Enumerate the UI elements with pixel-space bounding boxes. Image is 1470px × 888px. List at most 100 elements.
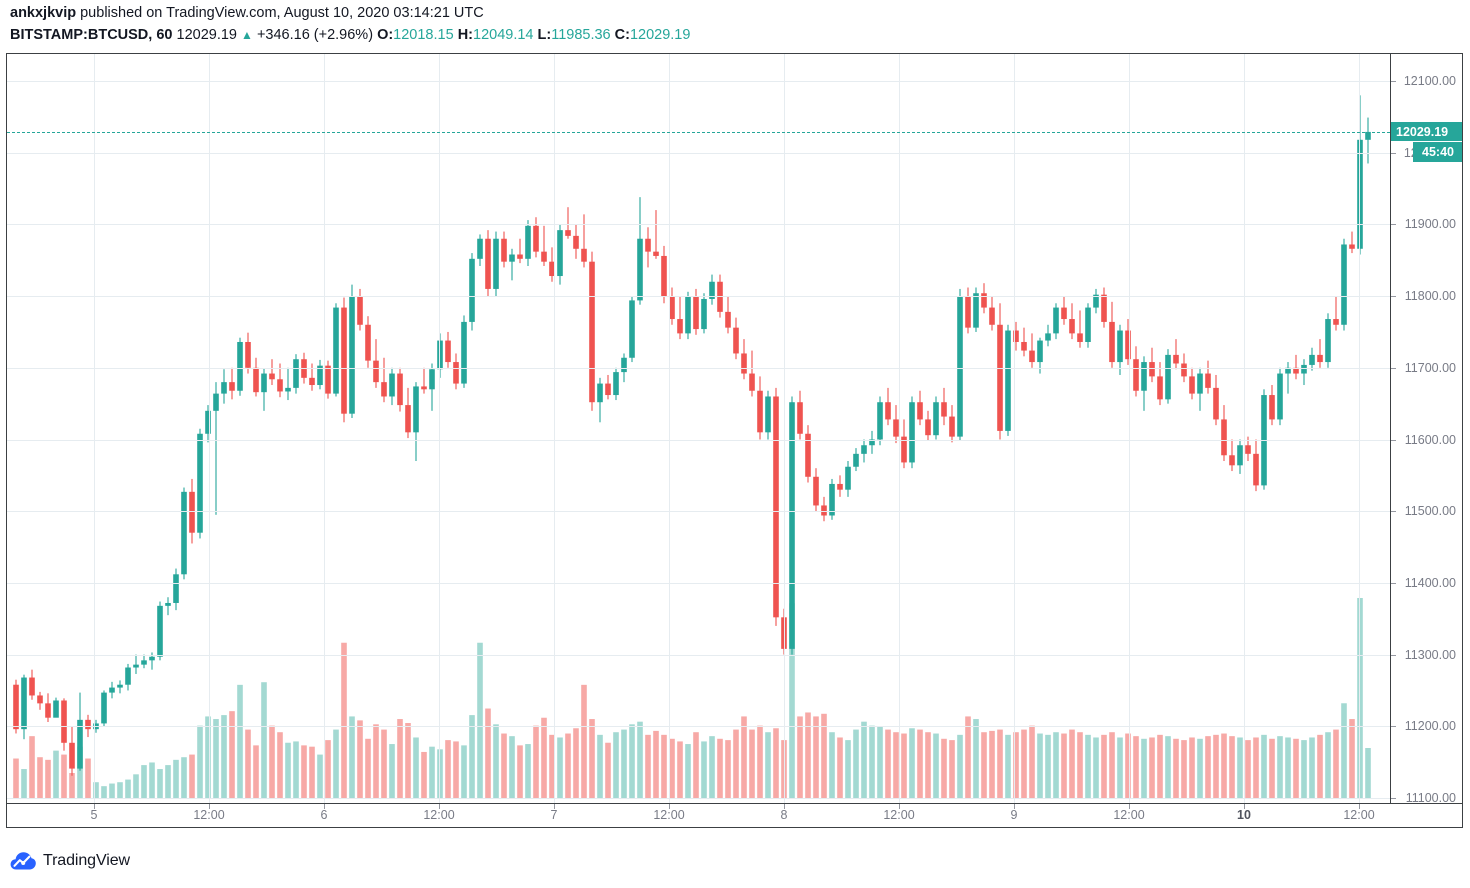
price-plot-area[interactable] [7, 54, 1390, 803]
volume-bar [1157, 734, 1163, 798]
gridline-vertical [209, 54, 210, 803]
candle-body [1285, 367, 1291, 374]
author-name: ankxjkvip [10, 5, 77, 21]
volume-bar [365, 738, 371, 798]
candle-body [285, 387, 291, 392]
high-value: 12049.14 [473, 27, 534, 43]
candle-body [1077, 333, 1083, 342]
price-axis[interactable]: 12100.0012000.0011900.0011800.0011700.00… [1390, 54, 1462, 803]
bar-countdown-badge[interactable]: 45:40 [1413, 141, 1462, 162]
volume-bar [525, 744, 531, 798]
volume-bar [165, 765, 171, 798]
gridline-vertical [1014, 54, 1015, 803]
candle-body [77, 719, 83, 769]
candle-body [1349, 244, 1355, 249]
volume-bar [1061, 733, 1067, 798]
candle-body [1053, 307, 1059, 334]
candle-body [1117, 330, 1123, 363]
candle-wick [1319, 339, 1321, 368]
candle-body [1237, 445, 1243, 466]
candle-body [461, 321, 467, 384]
volume-bar [117, 782, 123, 798]
volume-bar [221, 715, 227, 798]
candle-body [1189, 376, 1195, 394]
volume-bar [109, 783, 115, 798]
time-axis-label: 12:00 [1113, 808, 1145, 822]
main-pane[interactable]: 12100.0012000.0011900.0011800.0011700.00… [7, 54, 1462, 803]
volume-bar [205, 716, 211, 798]
volume-bar [1141, 738, 1147, 798]
candle-body [469, 258, 475, 322]
candle-body [157, 605, 163, 657]
candle-body [1069, 319, 1075, 334]
price-axis-label: 11200.00 [1404, 719, 1456, 734]
candle-body [1365, 131, 1371, 140]
candle-body [101, 692, 107, 724]
chart-frame[interactable]: 12100.0012000.0011900.0011800.0011700.00… [6, 53, 1463, 828]
candle-body [869, 439, 875, 446]
candle-wick [655, 210, 657, 259]
volume-bar [613, 732, 619, 798]
volume-bar [445, 740, 451, 798]
candle-body [13, 684, 19, 730]
volume-bar [285, 742, 291, 798]
volume-bar [837, 737, 843, 798]
gridline-vertical [1129, 54, 1130, 803]
current-price-badge[interactable]: 12029.19 [1391, 122, 1462, 142]
gridline-vertical [1359, 54, 1360, 803]
volume-bar [357, 720, 363, 798]
candle-body [989, 307, 995, 325]
volume-bar [1101, 734, 1107, 798]
candle-body [949, 416, 955, 437]
candle-body [709, 281, 715, 299]
candle-body [1165, 354, 1171, 400]
volume-bar [637, 721, 643, 798]
time-axis-label: 12:00 [883, 808, 915, 822]
candle-body [261, 373, 267, 393]
candle-body [1157, 376, 1163, 400]
volume-bar [277, 732, 283, 798]
candle-body [901, 436, 907, 463]
time-tick-mark [784, 804, 785, 809]
candle-wick [423, 367, 425, 394]
volume-bar [693, 732, 699, 798]
candle-body [493, 238, 499, 289]
candle-body [109, 687, 115, 693]
candle-body [589, 261, 595, 403]
candle-body [1245, 445, 1251, 454]
volume-bar [485, 708, 491, 798]
publish-info: published on TradingView.com, August 10,… [76, 5, 484, 21]
candle-body [245, 341, 251, 368]
candle-body [741, 353, 747, 374]
volume-bar [197, 725, 203, 798]
volume-bar [725, 740, 731, 798]
candle-body [1037, 340, 1043, 363]
volume-bar [669, 738, 675, 798]
time-axis[interactable]: 5 12:00 6 12:00 7 12:00 8 12:00 9 12:00 10 12:00 [7, 803, 1462, 827]
volume-bar [237, 684, 243, 798]
volume-bar [1045, 734, 1051, 798]
gridline-vertical [94, 54, 95, 803]
last-price: 12029.19 [176, 27, 237, 43]
time-axis-label: 7 [550, 808, 558, 822]
volume-bar [29, 736, 35, 798]
volume-bar [1205, 736, 1211, 798]
brand-name: TradingView [43, 852, 130, 869]
price-axis-label: 11900.00 [1404, 217, 1456, 232]
volume-bar [1189, 737, 1195, 798]
candle-body [1301, 364, 1307, 374]
candle-body [1277, 373, 1283, 420]
volume-bar [461, 745, 467, 798]
volume-bar [1285, 737, 1291, 798]
volume-bar [645, 734, 651, 798]
candle-body [1341, 244, 1347, 325]
candle-wick [1175, 339, 1177, 370]
candle-body [373, 360, 379, 383]
candle-body [205, 410, 211, 434]
volume-bar [1029, 725, 1035, 798]
price-tick-mark [1391, 654, 1396, 656]
time-axis-label: 10 [1237, 808, 1251, 822]
volume-bar [269, 725, 275, 798]
candle-wick [215, 382, 217, 515]
volume-bar [533, 725, 539, 798]
